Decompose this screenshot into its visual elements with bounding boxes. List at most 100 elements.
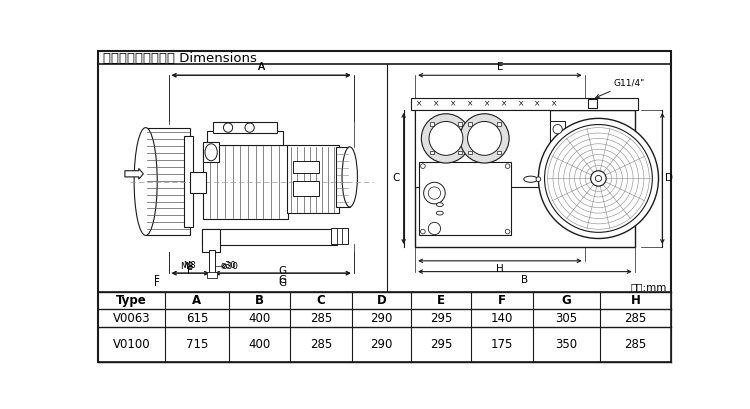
Ellipse shape	[524, 176, 538, 182]
Text: 175: 175	[491, 338, 513, 351]
Text: ×: ×	[450, 99, 456, 108]
Bar	[496, 122, 500, 126]
Circle shape	[429, 121, 463, 155]
Text: 715: 715	[186, 338, 208, 351]
Text: ×: ×	[433, 99, 439, 108]
Text: 290: 290	[370, 338, 393, 351]
Text: ×: ×	[518, 99, 524, 108]
Circle shape	[538, 118, 658, 238]
Circle shape	[424, 182, 445, 204]
Text: 140: 140	[491, 312, 513, 325]
Bar	[207, 131, 283, 145]
Ellipse shape	[436, 211, 443, 215]
Text: 外型尺寸及安装尺寸 Dimensions: 外型尺寸及安装尺寸 Dimensions	[104, 52, 257, 65]
Bar	[332, 229, 348, 244]
Text: E: E	[437, 294, 446, 308]
Text: B: B	[521, 275, 529, 285]
Bar	[292, 181, 319, 196]
Bar	[292, 161, 319, 173]
Text: A: A	[257, 62, 265, 72]
Text: 295: 295	[430, 338, 452, 351]
Text: 295: 295	[430, 312, 452, 325]
Ellipse shape	[342, 147, 358, 207]
Text: 单位:mm: 单位:mm	[631, 282, 667, 292]
Text: E: E	[496, 62, 503, 72]
Text: ø30: ø30	[221, 261, 237, 270]
Bar	[588, 99, 597, 108]
Text: 350: 350	[556, 338, 578, 351]
Text: 285: 285	[310, 338, 332, 351]
Text: G11/4": G11/4"	[596, 79, 645, 98]
Bar	[184, 136, 194, 227]
Text: F: F	[154, 278, 160, 288]
Bar	[496, 151, 500, 155]
Text: 615: 615	[186, 312, 208, 325]
Bar	[336, 147, 350, 207]
Text: D: D	[376, 294, 386, 308]
Circle shape	[467, 121, 502, 155]
Circle shape	[596, 175, 602, 182]
Text: 305: 305	[556, 312, 578, 325]
Bar	[458, 122, 462, 126]
Circle shape	[506, 229, 510, 234]
Bar	[550, 121, 566, 144]
Text: Type: Type	[116, 294, 147, 308]
Ellipse shape	[436, 203, 443, 207]
Bar	[213, 122, 278, 133]
Text: V0063: V0063	[112, 312, 150, 325]
Text: 285: 285	[310, 312, 332, 325]
Text: F: F	[188, 266, 194, 276]
Ellipse shape	[205, 144, 218, 161]
Bar	[202, 229, 338, 245]
Text: F: F	[498, 294, 506, 308]
Text: H: H	[631, 294, 640, 308]
Bar	[203, 142, 219, 162]
Bar	[190, 171, 206, 193]
Bar	[338, 229, 342, 244]
Text: A: A	[257, 62, 265, 72]
Circle shape	[428, 187, 440, 199]
Circle shape	[544, 124, 652, 232]
Circle shape	[224, 123, 232, 132]
Bar	[146, 128, 190, 235]
Text: H: H	[496, 264, 504, 274]
Bar	[469, 151, 472, 155]
Text: M8: M8	[180, 262, 194, 271]
Bar	[202, 229, 220, 252]
Text: 285: 285	[624, 312, 646, 325]
Text: G: G	[279, 275, 286, 285]
Circle shape	[422, 114, 470, 163]
Circle shape	[428, 222, 440, 235]
Text: ×: ×	[500, 99, 507, 108]
Bar	[411, 98, 638, 110]
Text: ×: ×	[416, 99, 422, 108]
Text: C: C	[316, 294, 326, 308]
Text: ×: ×	[484, 99, 490, 108]
Circle shape	[536, 177, 541, 182]
Text: D: D	[665, 173, 674, 184]
Text: 400: 400	[248, 312, 270, 325]
Text: G: G	[562, 294, 572, 308]
Text: G: G	[279, 278, 286, 288]
Bar	[458, 151, 462, 155]
Text: ×: ×	[535, 99, 541, 108]
Circle shape	[421, 229, 425, 234]
Text: ×: ×	[551, 99, 558, 108]
Text: 285: 285	[624, 338, 646, 351]
Circle shape	[506, 164, 510, 169]
Text: A: A	[192, 294, 202, 308]
Bar	[416, 110, 550, 187]
Bar	[430, 151, 433, 155]
Bar	[286, 145, 339, 213]
Ellipse shape	[134, 128, 158, 236]
Circle shape	[553, 124, 562, 134]
Bar	[209, 250, 215, 273]
Circle shape	[460, 114, 509, 163]
Circle shape	[245, 123, 254, 132]
Text: ø30: ø30	[222, 262, 239, 271]
Bar	[419, 162, 512, 236]
Bar	[203, 145, 288, 219]
Circle shape	[421, 164, 425, 169]
Text: F: F	[154, 275, 160, 285]
Circle shape	[591, 171, 606, 186]
